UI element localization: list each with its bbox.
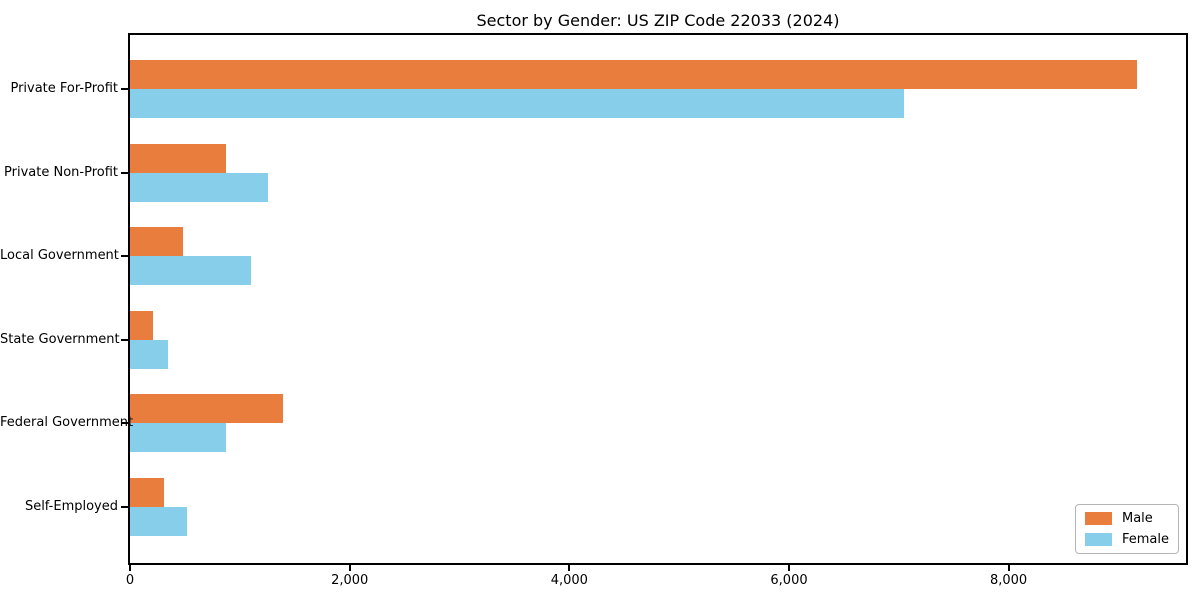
y-tick-mark: [121, 88, 128, 90]
bar-female-4: [130, 423, 226, 453]
bar-male-5: [130, 478, 164, 507]
x-tick-label: 2,000: [331, 573, 369, 588]
x-tick-mark: [788, 565, 790, 571]
legend-label: Female: [1121, 532, 1169, 547]
bar-male-4: [130, 394, 284, 424]
bar-female-3: [130, 339, 168, 369]
x-tick-mark: [129, 565, 131, 571]
x-tick-label: 8,000: [989, 573, 1028, 588]
y-tick-label: Private For-Profit: [10, 81, 118, 96]
x-tick-mark: [348, 565, 351, 571]
x-tick-label: 6,000: [770, 573, 808, 588]
y-tick-mark: [121, 255, 128, 258]
legend-label: Male: [1121, 511, 1153, 526]
x-tick-mark: [1007, 565, 1010, 571]
legend: Male Female: [1074, 504, 1179, 554]
bar-male-1: [130, 143, 226, 173]
legend-entry-female: Female: [1084, 532, 1169, 547]
chart-title: Sector by Gender: US ZIP Code 22033 (202…: [476, 11, 840, 30]
bar-female-1: [130, 172, 268, 202]
y-tick-label: Private Non-Profit: [4, 164, 118, 180]
y-tick-mark: [121, 338, 128, 341]
bar-male-3: [130, 310, 154, 340]
y-tick-label: Local Government: [0, 248, 119, 264]
x-tick-mark: [568, 565, 571, 571]
y-tick-mark: [121, 506, 128, 508]
y-tick-label: State Government: [0, 331, 120, 347]
bar-female-0: [130, 89, 905, 118]
legend-swatch-female-icon: [1084, 533, 1112, 546]
bar-male-0: [130, 60, 1138, 89]
y-tick-mark: [121, 422, 128, 425]
x-tick-label: 4,000: [550, 573, 588, 588]
bar-male-2: [130, 227, 183, 257]
legend-swatch-male-icon: [1084, 512, 1112, 525]
plot-area: Male Female: [128, 33, 1188, 565]
y-tick-mark: [121, 171, 128, 174]
x-tick-label: 0: [125, 573, 135, 588]
bar-female-2: [130, 256, 251, 286]
legend-entry-male: Male: [1084, 511, 1169, 526]
bar-female-5: [130, 507, 187, 536]
y-tick-label: Self-Employed: [24, 499, 118, 514]
y-tick-label: Federal Government: [0, 415, 134, 431]
